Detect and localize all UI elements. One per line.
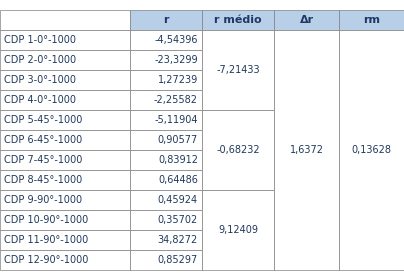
Text: 0,35702: 0,35702 — [158, 215, 198, 225]
Bar — [130, 90, 202, 110]
Bar — [130, 70, 202, 90]
Text: 0,13628: 0,13628 — [351, 145, 391, 155]
Bar — [130, 130, 202, 150]
Bar — [130, 50, 202, 70]
Text: -23,3299: -23,3299 — [154, 55, 198, 65]
Bar — [130, 230, 202, 250]
Text: Δr: Δr — [299, 15, 314, 25]
Text: CDP 10-90°-1000: CDP 10-90°-1000 — [4, 215, 88, 225]
Bar — [202, 30, 274, 110]
Bar — [0, 170, 130, 190]
Bar — [0, 90, 130, 110]
Bar — [339, 30, 404, 270]
Text: -7,21433: -7,21433 — [216, 65, 260, 75]
Text: CDP 7-45°-1000: CDP 7-45°-1000 — [4, 155, 82, 165]
Bar — [339, 10, 404, 30]
Bar — [202, 190, 274, 270]
Text: 0,64486: 0,64486 — [158, 175, 198, 185]
Bar — [0, 110, 130, 130]
Bar — [0, 70, 130, 90]
Bar — [274, 10, 339, 30]
Text: 0,90577: 0,90577 — [158, 135, 198, 145]
Bar — [130, 190, 202, 210]
Text: 34,8272: 34,8272 — [158, 235, 198, 245]
Text: CDP 11-90°-1000: CDP 11-90°-1000 — [4, 235, 88, 245]
Text: -2,25582: -2,25582 — [154, 95, 198, 105]
Bar — [0, 150, 130, 170]
Text: CDP 12-90°-1000: CDP 12-90°-1000 — [4, 255, 88, 265]
Text: 1,6372: 1,6372 — [290, 145, 324, 155]
Bar — [130, 10, 202, 30]
Bar — [274, 30, 339, 270]
Bar — [130, 250, 202, 270]
Bar — [130, 150, 202, 170]
Bar — [0, 230, 130, 250]
Bar — [130, 210, 202, 230]
Bar — [202, 110, 274, 190]
Bar — [0, 210, 130, 230]
Bar — [202, 10, 274, 30]
Bar — [0, 130, 130, 150]
Text: CDP 4-0°-1000: CDP 4-0°-1000 — [4, 95, 76, 105]
Text: CDP 3-0°-1000: CDP 3-0°-1000 — [4, 75, 76, 85]
Text: CDP 9-90°-1000: CDP 9-90°-1000 — [4, 195, 82, 205]
Bar — [0, 250, 130, 270]
Bar — [0, 190, 130, 210]
Text: 9,12409: 9,12409 — [218, 225, 258, 235]
Bar — [0, 10, 130, 30]
Text: 1,27239: 1,27239 — [158, 75, 198, 85]
Bar — [130, 30, 202, 50]
Bar — [130, 170, 202, 190]
Text: r médio: r médio — [214, 15, 262, 25]
Text: r: r — [163, 15, 169, 25]
Text: CDP 5-45°-1000: CDP 5-45°-1000 — [4, 115, 82, 125]
Text: 0,83912: 0,83912 — [158, 155, 198, 165]
Bar — [130, 110, 202, 130]
Text: -4,54396: -4,54396 — [154, 35, 198, 45]
Text: CDP 6-45°-1000: CDP 6-45°-1000 — [4, 135, 82, 145]
Text: CDP 1-0°-1000: CDP 1-0°-1000 — [4, 35, 76, 45]
Text: rm: rm — [363, 15, 380, 25]
Bar — [0, 30, 130, 50]
Text: -5,11904: -5,11904 — [154, 115, 198, 125]
Text: CDP 2-0°-1000: CDP 2-0°-1000 — [4, 55, 76, 65]
Bar — [0, 50, 130, 70]
Text: -0,68232: -0,68232 — [216, 145, 260, 155]
Text: 0,85297: 0,85297 — [158, 255, 198, 265]
Text: CDP 8-45°-1000: CDP 8-45°-1000 — [4, 175, 82, 185]
Text: 0,45924: 0,45924 — [158, 195, 198, 205]
